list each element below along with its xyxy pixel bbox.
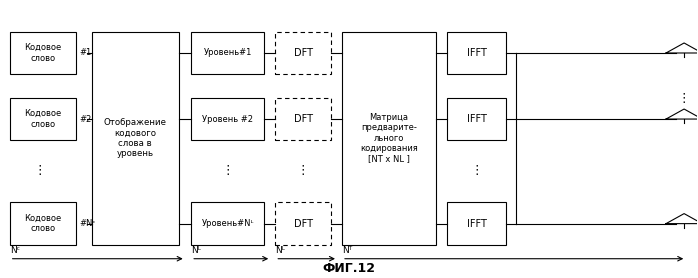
Text: Уровень#1: Уровень#1: [204, 48, 252, 58]
Text: DFT: DFT: [294, 219, 313, 229]
Text: ⋮: ⋮: [221, 164, 234, 177]
Text: IFFT: IFFT: [467, 114, 487, 124]
FancyBboxPatch shape: [275, 32, 331, 74]
Text: Уровень #2: Уровень #2: [202, 115, 253, 123]
FancyBboxPatch shape: [447, 32, 506, 74]
FancyBboxPatch shape: [275, 98, 331, 140]
Text: IFFT: IFFT: [467, 219, 487, 229]
Text: ⋮: ⋮: [34, 164, 46, 177]
Text: #1: #1: [80, 48, 91, 58]
FancyBboxPatch shape: [342, 32, 436, 245]
Text: DFT: DFT: [294, 48, 313, 58]
Text: Nᵀ: Nᵀ: [342, 246, 352, 255]
Text: #Nᶜ: #Nᶜ: [80, 219, 96, 228]
FancyBboxPatch shape: [10, 202, 76, 245]
Text: Nᶜ: Nᶜ: [10, 246, 20, 255]
Text: ⋮: ⋮: [470, 164, 482, 177]
Text: ⋮: ⋮: [297, 164, 309, 177]
Text: IFFT: IFFT: [467, 48, 487, 58]
Text: Nᴸ: Nᴸ: [191, 246, 201, 255]
Text: Кодовое
слово: Кодовое слово: [24, 109, 61, 129]
FancyBboxPatch shape: [10, 32, 76, 74]
Text: Матрица
предварите-
льного
кодирования
[NT x NL ]: Матрица предварите- льного кодирования […: [360, 113, 418, 164]
Text: ⋮: ⋮: [678, 91, 690, 105]
Text: ФИГ.12: ФИГ.12: [322, 262, 376, 275]
Text: Кодовое
слово: Кодовое слово: [24, 214, 61, 233]
Text: Уровень#Nᴸ: Уровень#Nᴸ: [202, 219, 254, 228]
FancyBboxPatch shape: [91, 32, 179, 245]
Text: Кодовое
слово: Кодовое слово: [24, 43, 61, 63]
FancyBboxPatch shape: [10, 98, 76, 140]
Text: Отображение
кодового
слова в
уровень: Отображение кодового слова в уровень: [104, 118, 167, 158]
Text: #2: #2: [80, 115, 91, 123]
FancyBboxPatch shape: [191, 98, 264, 140]
FancyBboxPatch shape: [447, 202, 506, 245]
FancyBboxPatch shape: [275, 202, 331, 245]
Text: DFT: DFT: [294, 114, 313, 124]
FancyBboxPatch shape: [191, 32, 264, 74]
FancyBboxPatch shape: [447, 98, 506, 140]
FancyBboxPatch shape: [191, 202, 264, 245]
Text: Nᴸ: Nᴸ: [275, 246, 285, 255]
